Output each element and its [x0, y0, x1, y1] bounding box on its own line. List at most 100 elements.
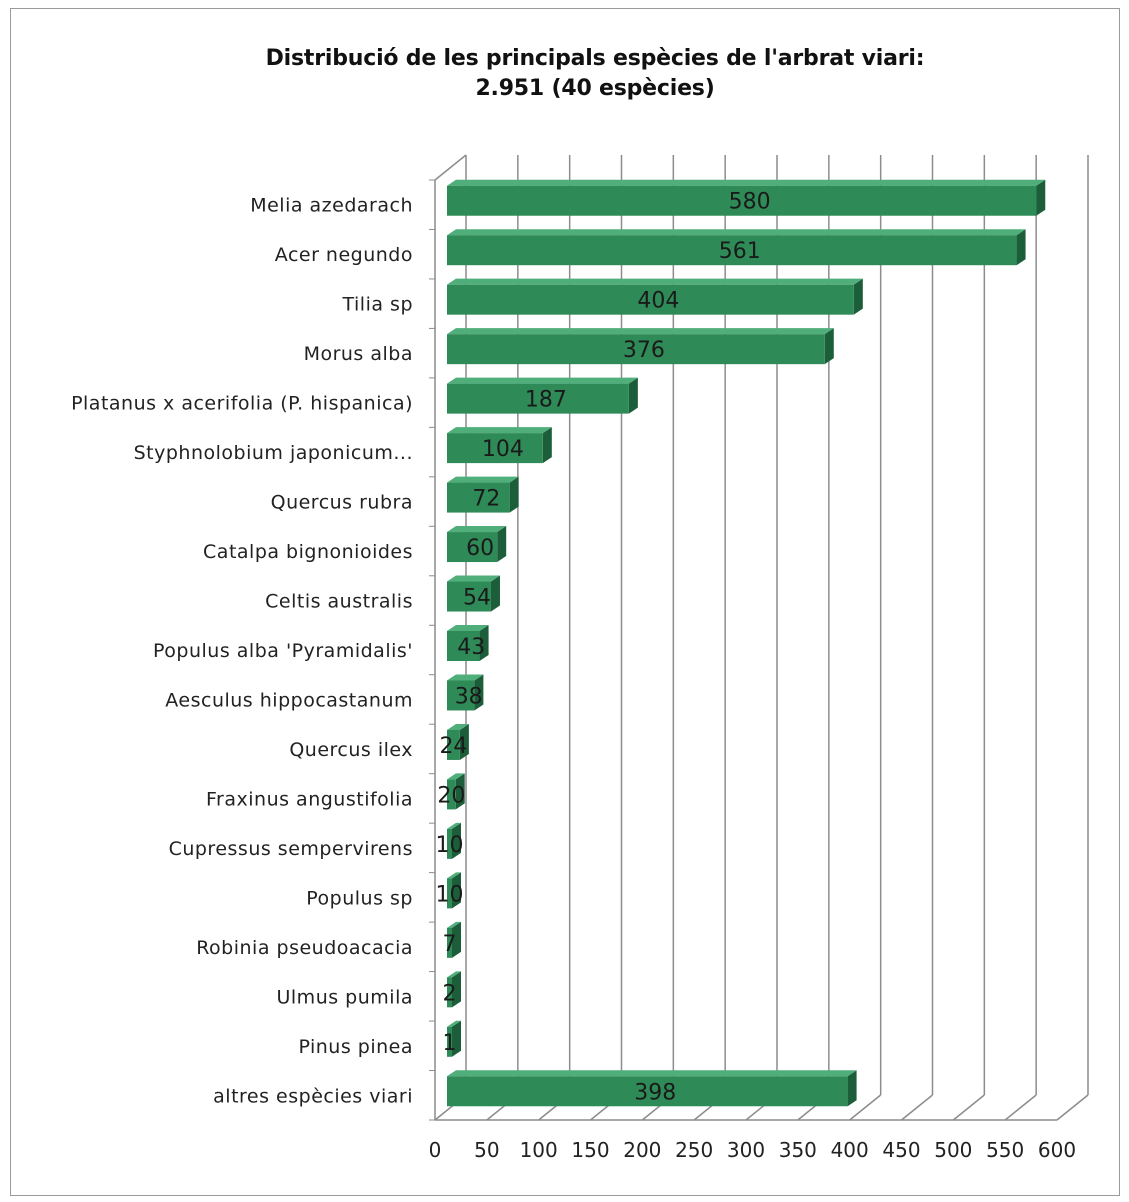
data-label: 580: [729, 190, 771, 215]
bar-top: [447, 872, 461, 879]
chart-title-block: Distribució de les principals espècies d…: [0, 44, 1129, 104]
bar-top: [447, 575, 500, 582]
bar-side: [452, 822, 461, 859]
data-label: 187: [525, 388, 567, 413]
bar-top: [447, 526, 507, 533]
bar-top: [447, 723, 469, 730]
bar: [447, 581, 491, 612]
bar-top: [447, 427, 552, 434]
floor-gridline: [952, 1094, 985, 1121]
data-label: 60: [466, 536, 494, 561]
data-label: 404: [637, 289, 679, 314]
bar-side: [452, 1020, 461, 1057]
data-label: 10: [436, 882, 464, 907]
data-label: 24: [439, 734, 467, 759]
bar-side: [824, 328, 834, 365]
category-label: Morus alba: [304, 343, 413, 365]
bar-side: [509, 476, 519, 513]
x-tick-label: 600: [1038, 1138, 1076, 1162]
bar-top: [447, 773, 465, 780]
bar-top: [447, 476, 519, 483]
x-tick-label: 0: [429, 1138, 442, 1162]
data-label: 376: [623, 338, 665, 363]
bar: [447, 729, 460, 760]
category-label: Cupressus sempervirens: [169, 838, 413, 860]
x-tick-label: 550: [986, 1138, 1024, 1162]
floor-gridline: [849, 1094, 882, 1121]
category-label: Robinia pseudoacacia: [196, 937, 413, 959]
category-label: Populus sp: [306, 887, 413, 909]
category-label: Quercus rubra: [271, 492, 413, 514]
x-tick-label: 400: [831, 1138, 869, 1162]
bar-top: [447, 278, 863, 285]
category-label: Ulmus pumila: [277, 986, 414, 1008]
category-label: Celtis australis: [265, 591, 413, 613]
bar: [447, 680, 475, 711]
data-label: 38: [455, 684, 483, 709]
data-label: 43: [457, 635, 485, 660]
bar: [447, 284, 854, 315]
bar: [447, 383, 629, 414]
category-label: Acer negundo: [275, 244, 413, 266]
x-tick-label: 100: [520, 1138, 558, 1162]
x-tick-label: 150: [571, 1138, 609, 1162]
bar-top: [447, 921, 461, 928]
category-label: Quercus ilex: [289, 739, 413, 761]
bar-top: [447, 674, 484, 681]
bar-side: [455, 773, 465, 810]
floor-gridline: [901, 1094, 933, 1121]
chart-subtitle: 2.951 (40 espècies): [475, 76, 715, 101]
bar: [447, 927, 452, 958]
bar-side: [853, 278, 863, 315]
data-label: 20: [437, 783, 465, 808]
bar: [447, 482, 510, 513]
bar: [447, 532, 498, 563]
x-tick-label: 200: [623, 1138, 661, 1162]
bar: [447, 977, 452, 1008]
floor-gridline: [1056, 1094, 1089, 1121]
bar: [447, 334, 825, 365]
data-label: 2: [443, 981, 457, 1006]
category-label: Platanus x acerifolia (P. hispanica): [71, 393, 413, 415]
bar: [447, 185, 1037, 216]
bar-side: [628, 377, 638, 414]
bar-top: [447, 971, 461, 978]
bar-top: [447, 1070, 857, 1077]
bar-top: [447, 377, 638, 384]
bar: [447, 1026, 452, 1057]
category-label: Styphnolobium japonicum...: [134, 442, 413, 464]
bar-side: [459, 723, 469, 760]
data-label: 54: [463, 586, 491, 611]
category-label: Melia azedarach: [250, 195, 413, 217]
category-label: Pinus pinea: [298, 1036, 413, 1058]
bar-side: [1016, 229, 1026, 266]
bar-side: [474, 674, 484, 711]
x-tick-label: 350: [779, 1138, 817, 1162]
category-label: Fraxinus angustifolia: [206, 788, 413, 810]
x-tick-label: 250: [675, 1138, 713, 1162]
bar-side: [542, 427, 552, 464]
axis-wall-edge: [434, 154, 467, 181]
bar-top: [447, 625, 489, 631]
bar-side: [497, 526, 507, 563]
bar: [447, 1076, 848, 1107]
category-label: Populus alba 'Pyramidalis': [153, 640, 413, 662]
chart-title: Distribució de les principals espècies d…: [265, 46, 925, 71]
category-label: Catalpa bignonioides: [203, 541, 413, 563]
data-label: 398: [634, 1080, 676, 1105]
x-tick-label: 450: [882, 1138, 920, 1162]
bar: [447, 779, 456, 810]
data-label: 72: [472, 487, 500, 512]
bar-top: [447, 229, 1026, 236]
bar-side: [452, 921, 461, 958]
bar: [447, 878, 452, 909]
bar-top: [447, 822, 461, 829]
data-label: 1: [443, 1031, 457, 1056]
bar-top: [447, 328, 834, 335]
bar-side: [452, 872, 461, 909]
bar-side: [490, 575, 500, 612]
bar-top: [447, 179, 1046, 186]
bar: [447, 433, 543, 464]
x-tick-label: 50: [474, 1138, 499, 1162]
